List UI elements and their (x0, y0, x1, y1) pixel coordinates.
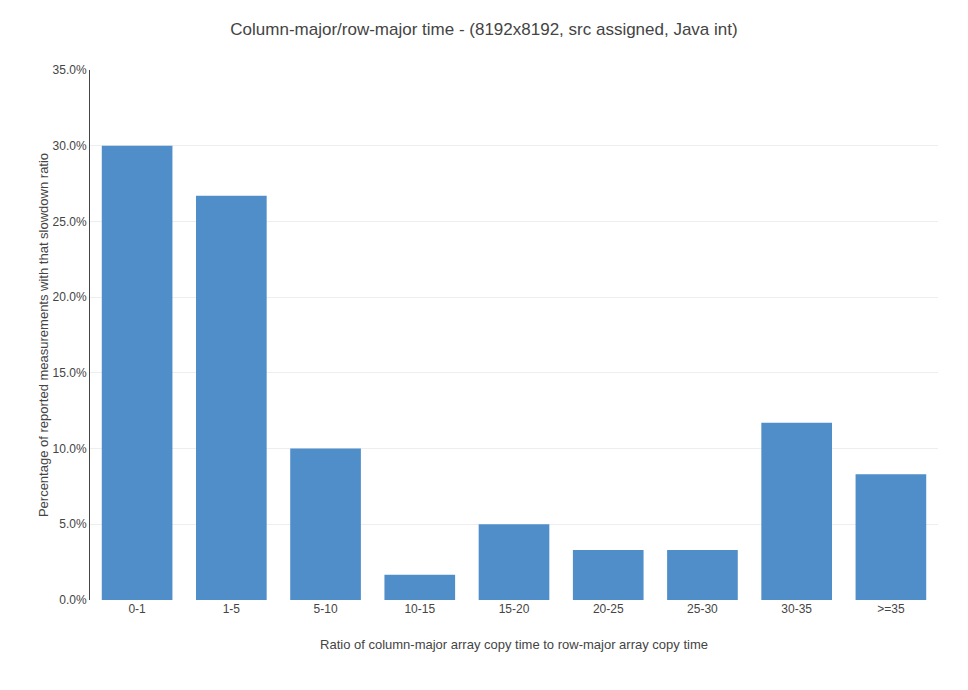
svg-text:5-10: 5-10 (314, 602, 338, 616)
svg-text:10-15: 10-15 (404, 602, 435, 616)
svg-text:5.0%: 5.0% (59, 517, 87, 531)
svg-text:Ratio of column-major array co: Ratio of column-major array copy time to… (320, 637, 708, 652)
svg-text:15-20: 15-20 (499, 602, 530, 616)
svg-text:20-25: 20-25 (593, 602, 624, 616)
svg-text:15.0%: 15.0% (53, 366, 87, 380)
svg-text:25-30: 25-30 (687, 602, 718, 616)
svg-text:10.0%: 10.0% (53, 442, 87, 456)
svg-text:1-5: 1-5 (223, 602, 241, 616)
svg-text:35.0%: 35.0% (53, 63, 87, 77)
svg-text:0.0%: 0.0% (59, 593, 87, 607)
svg-text:>=35: >=35 (877, 602, 905, 616)
svg-text:25.0%: 25.0% (53, 215, 87, 229)
svg-text:0-1: 0-1 (128, 602, 146, 616)
svg-text:Column-major/row-major time -: Column-major/row-major time - (8192x8192… (230, 20, 737, 39)
svg-text:20.0%: 20.0% (53, 290, 87, 304)
svg-text:Percentage of reported measure: Percentage of reported measurements with… (36, 153, 51, 517)
svg-text:30.0%: 30.0% (53, 139, 87, 153)
svg-text:30-35: 30-35 (781, 602, 812, 616)
